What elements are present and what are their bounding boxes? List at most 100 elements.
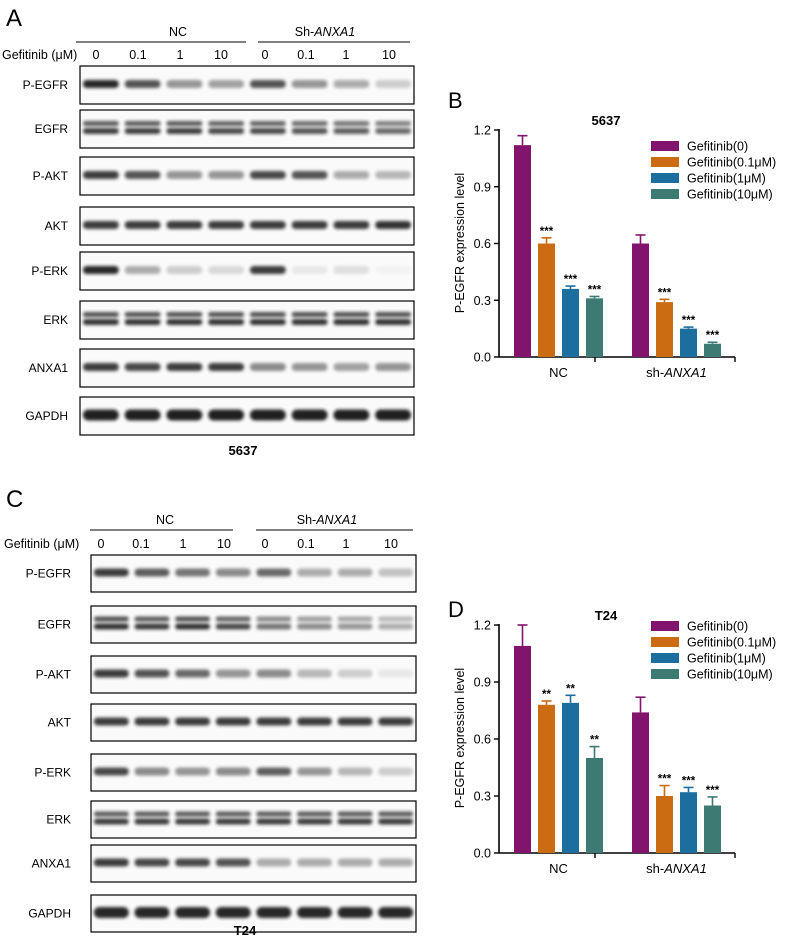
- lane-label: 10: [384, 537, 398, 551]
- protein-label: ANXA1: [29, 361, 69, 375]
- blot-band: [124, 171, 161, 179]
- blot-band: [82, 221, 119, 229]
- blot-band: [124, 409, 161, 421]
- blot-band: [175, 818, 211, 825]
- lane-label: 0.1: [297, 537, 314, 551]
- blot-band: [333, 409, 370, 421]
- protein-label: EGFR: [38, 618, 72, 632]
- blot-band: [249, 409, 286, 421]
- blot-band: [208, 409, 245, 421]
- blot-band: [82, 266, 119, 274]
- blot-row: AKT: [45, 206, 415, 246]
- y-tick-label: 0.0: [474, 351, 491, 365]
- blot-band: [337, 616, 373, 622]
- blot-band: [134, 669, 170, 678]
- blot-band: [82, 80, 119, 88]
- lane-labels: 0 0.1 1 10 0 0.1 1 10: [98, 537, 398, 551]
- blot-row: AKT: [48, 703, 417, 742]
- blot-band: [333, 266, 370, 274]
- blot-band: [93, 623, 129, 630]
- x-category-label: NC: [549, 861, 568, 876]
- lane-label: 1: [180, 537, 187, 551]
- blot-band: [208, 80, 245, 88]
- blot-row: P-EGFR: [23, 65, 415, 105]
- blot-band: [93, 907, 129, 918]
- blot-band: [296, 858, 332, 867]
- blot-band: [375, 363, 412, 371]
- protein-label: AKT: [45, 219, 69, 233]
- blot-band: [134, 818, 170, 825]
- blot-band: [215, 717, 251, 726]
- blot-band: [378, 811, 414, 817]
- blot-band: [375, 171, 412, 179]
- blot-band: [337, 858, 373, 867]
- blot-band: [249, 319, 286, 325]
- blot-band: [208, 171, 245, 179]
- cell-line-label: T24: [234, 923, 257, 938]
- western-blot-panel-c: C NC Sh-ANXA1 Gefitinib (μM) 0 0.1 1 10 0 0.1…: [4, 486, 417, 938]
- lane-label: 10: [382, 48, 396, 62]
- lane-label: 1: [343, 48, 350, 62]
- chart-title: T24: [595, 608, 618, 623]
- legend-swatch: [651, 637, 679, 647]
- concentration-label: Gefitinib (μM): [2, 48, 77, 62]
- significance-label: ***: [682, 775, 696, 787]
- blot-band: [375, 266, 411, 274]
- blot-band: [291, 363, 328, 371]
- blot-band: [134, 858, 170, 867]
- legend-label: Gefitinib(1μM): [687, 652, 766, 666]
- blot-band: [124, 266, 161, 274]
- blot-band: [375, 409, 412, 421]
- blot-band: [93, 669, 129, 678]
- protein-label: P-ERK: [34, 766, 71, 780]
- group-label-nc: NC: [169, 25, 187, 39]
- protein-label: P-AKT: [33, 169, 69, 183]
- protein-label: EGFR: [35, 122, 69, 136]
- blot-band: [378, 623, 414, 630]
- blot-band: [215, 858, 251, 867]
- protein-label: GAPDH: [28, 907, 71, 921]
- bar-chart-panel-d: D T24 P-EGFR expression level 0.00.30.60…: [448, 597, 776, 876]
- legend-label: Gefitinib(1μM): [687, 172, 766, 186]
- bar: [656, 796, 673, 853]
- protein-label: GAPDH: [25, 409, 68, 423]
- blot-band: [166, 409, 203, 421]
- bar: [562, 702, 579, 853]
- blot-band: [215, 616, 251, 622]
- blot-band: [208, 363, 245, 371]
- blot-band: [333, 80, 370, 88]
- bar: [680, 792, 697, 853]
- significance-label: **: [590, 735, 599, 747]
- blot-band: [175, 767, 211, 776]
- protein-label: P-EGFR: [26, 567, 72, 581]
- panel-letter-a: A: [6, 5, 22, 32]
- blot-band: [175, 858, 211, 867]
- blot-band: [208, 221, 245, 229]
- y-tick-label: 0.3: [474, 790, 491, 804]
- blot-band: [166, 312, 203, 317]
- blot-band: [291, 312, 328, 317]
- blot-band: [337, 717, 373, 726]
- blot-band: [337, 767, 373, 776]
- blot-band: [82, 171, 119, 179]
- blot-row: EGFR: [35, 109, 415, 149]
- blot-band: [375, 121, 412, 126]
- y-tick-label: 0.9: [474, 180, 491, 194]
- blot-band: [215, 767, 251, 776]
- lane-label: 0.1: [132, 537, 149, 551]
- bar: [586, 298, 603, 357]
- blot-band: [249, 171, 286, 179]
- blot-band: [378, 858, 414, 867]
- blot-band: [215, 669, 251, 678]
- protein-label: P-ERK: [31, 264, 68, 278]
- blot-band: [82, 312, 119, 317]
- blot-band: [134, 717, 170, 726]
- blot-band: [134, 767, 170, 776]
- protein-label: ERK: [43, 313, 68, 327]
- blot-band: [208, 266, 245, 274]
- blot-rows: P-EGFR EGFR P-AKT AKT P-ERK ERK ANXA1 GAPDH: [26, 554, 417, 933]
- blot-band: [256, 767, 292, 776]
- x-category-label: sh-ANXA1: [646, 365, 707, 380]
- blot-row: P-ERK: [34, 753, 417, 792]
- blot-band: [124, 80, 161, 88]
